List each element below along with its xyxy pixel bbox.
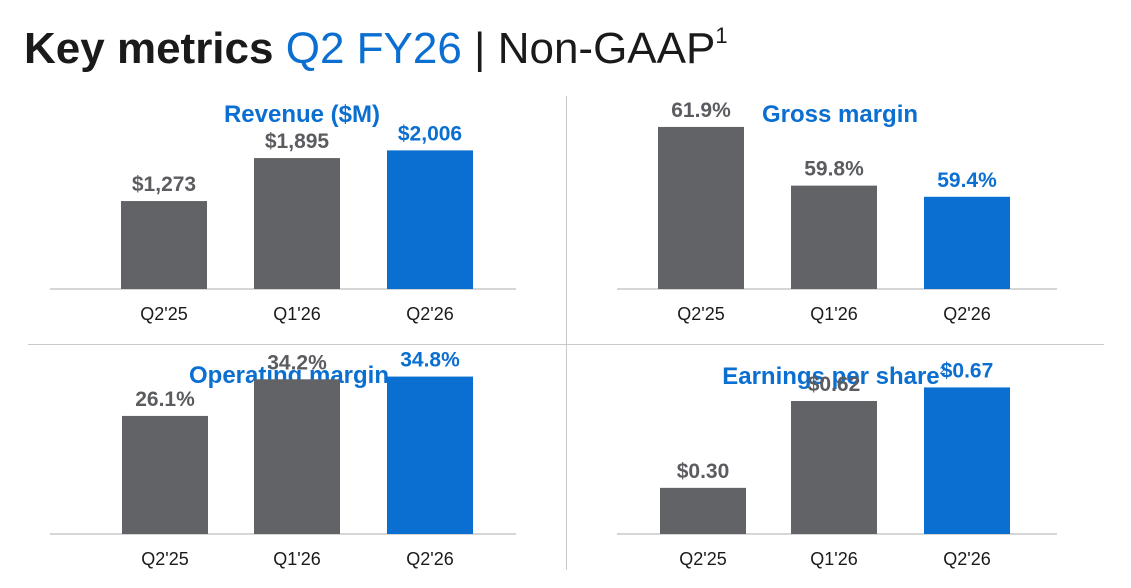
gross-margin-bar-2 xyxy=(791,185,877,289)
gross-margin-bar-1 xyxy=(658,126,744,289)
operating-margin-value-label-2: 34.2% xyxy=(267,351,327,374)
gross-margin-value-label-3: 59.4% xyxy=(937,169,997,192)
gross-margin-chart-title: Gross margin xyxy=(762,101,918,128)
revenue-value-label-2: $1,895 xyxy=(265,130,330,153)
eps-bar-1 xyxy=(660,487,746,534)
gross-margin-chart: Gross margin 61.9% Q2'25 59.8% Q1'26 59.4% Q2'… xyxy=(617,99,1057,324)
eps-chart-title: Earnings per share2 xyxy=(722,363,946,390)
revenue-value-label-1: $1,273 xyxy=(132,173,196,196)
operating-margin-bar-2 xyxy=(254,379,340,534)
title-suffix: Non-GAAP xyxy=(497,24,716,73)
eps-bar-3 xyxy=(924,387,1010,534)
eps-title-footnote-marker: 2 xyxy=(940,365,946,377)
revenue-tick-label-2: Q1'26 xyxy=(273,304,320,324)
eps-value-label-1: $0.30 xyxy=(677,460,730,483)
operating-margin-value-label-3: 34.8% xyxy=(400,349,460,372)
operating-margin-value-label-1: 26.1% xyxy=(135,388,195,411)
revenue-chart: Revenue ($M) $1,273 Q2'25 $1,895 Q1'26 $2,006… xyxy=(50,101,516,324)
title-period: Q2 FY26 xyxy=(285,24,462,73)
gross-margin-tick-label-2: Q1'26 xyxy=(810,304,857,324)
operating-margin-tick-label-3: Q2'26 xyxy=(406,549,453,569)
gross-margin-bar-3 xyxy=(924,196,1010,289)
revenue-bar-1 xyxy=(121,201,207,289)
eps-value-label-2: $0.62 xyxy=(808,373,861,396)
operating-margin-bar-1 xyxy=(122,415,208,534)
gross-margin-tick-label-1: Q2'25 xyxy=(677,304,724,324)
page-title: Key metrics Q2 FY26 | Non-GAAP1 xyxy=(24,10,728,75)
eps-tick-label-2: Q1'26 xyxy=(810,549,857,569)
title-separator: | xyxy=(461,24,498,73)
operating-margin-tick-label-2: Q1'26 xyxy=(273,549,320,569)
title-main: Key metrics xyxy=(24,24,274,73)
eps-tick-label-3: Q2'26 xyxy=(943,549,990,569)
revenue-bar-2 xyxy=(254,158,340,289)
earnings-per-share-chart: Earnings per share2 $0.30 Q2'25 $0.62 Q1'26 $… xyxy=(617,359,1057,569)
vertical-divider xyxy=(566,96,567,570)
revenue-tick-label-3: Q2'26 xyxy=(406,304,453,324)
eps-tick-label-1: Q2'25 xyxy=(679,549,726,569)
eps-bar-2 xyxy=(791,401,877,534)
gross-margin-tick-label-3: Q2'26 xyxy=(943,304,990,324)
revenue-tick-label-1: Q2'25 xyxy=(140,304,187,324)
gross-margin-value-label-2: 59.8% xyxy=(804,158,864,181)
gross-margin-value-label-1: 61.9% xyxy=(671,99,731,122)
title-footnote-marker: 1 xyxy=(715,23,728,48)
operating-margin-chart: Operating margin26.1%Q2'2534.2%Q1'2634.8… xyxy=(50,349,516,569)
eps-value-label-3: $0.67 xyxy=(941,359,994,382)
revenue-chart-title: Revenue ($M) xyxy=(224,101,380,128)
revenue-bar-3 xyxy=(387,150,473,289)
operating-margin-bar-3 xyxy=(387,376,473,534)
revenue-value-label-3: $2,006 xyxy=(398,122,462,145)
operating-margin-tick-label-1: Q2'25 xyxy=(141,549,188,569)
